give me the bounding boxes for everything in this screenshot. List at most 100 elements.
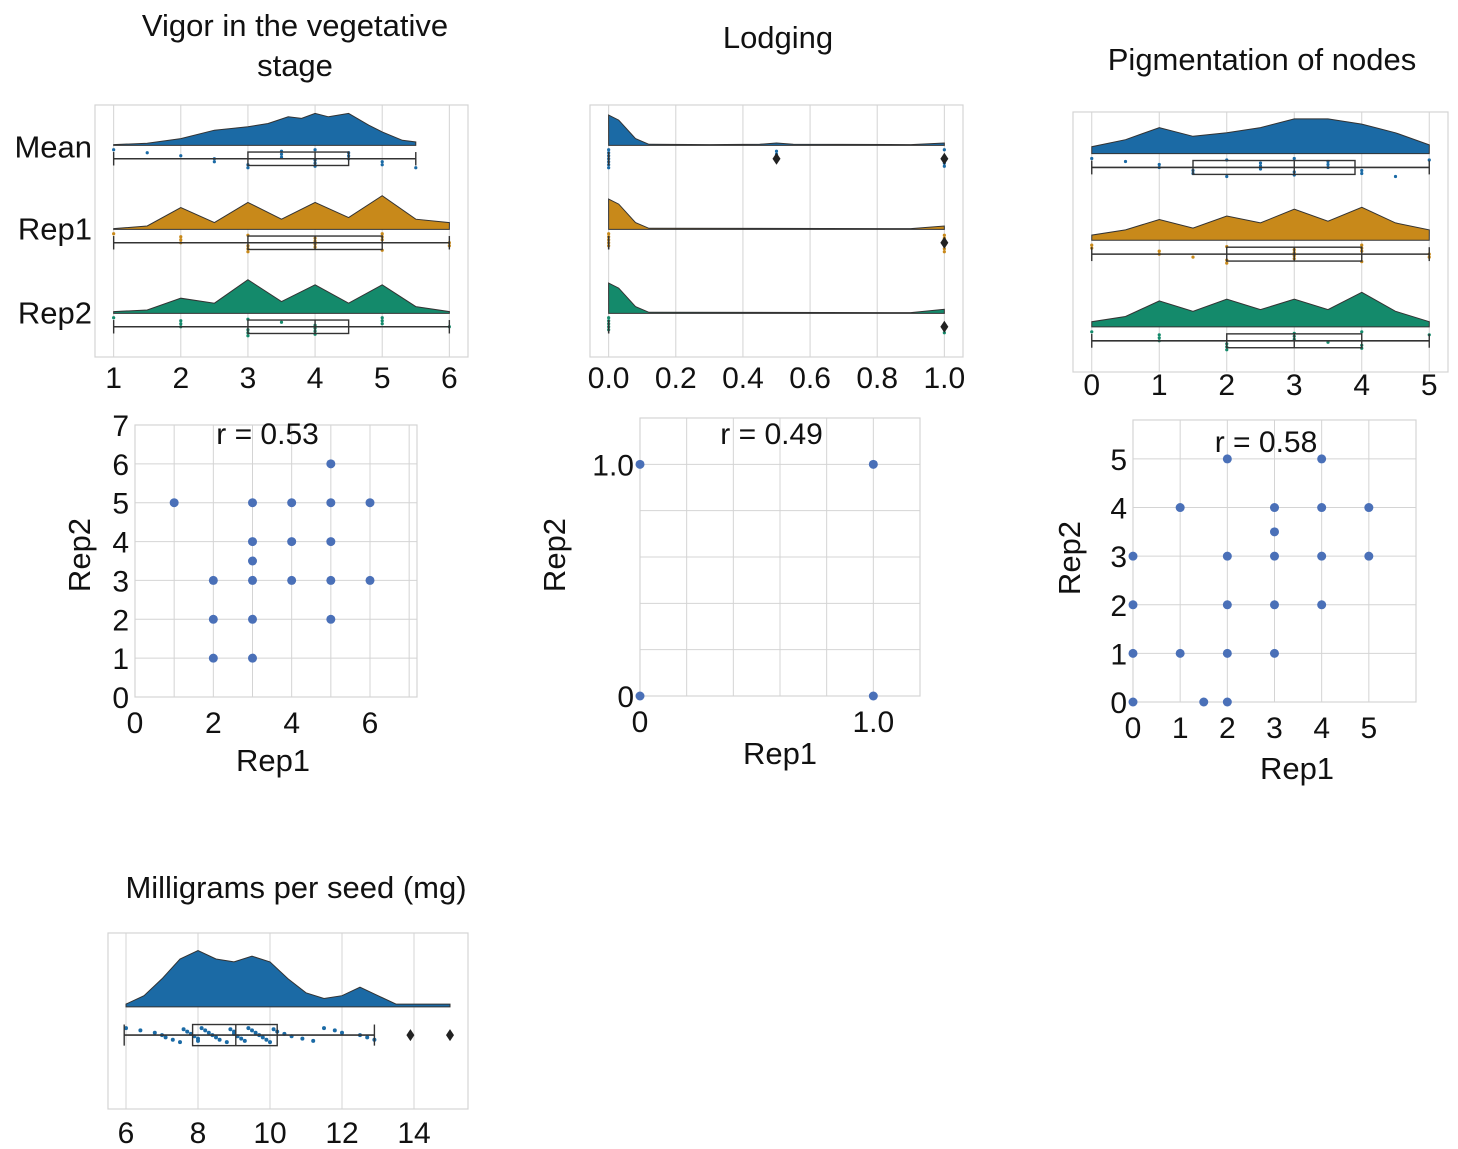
outlier-marker [940,236,949,249]
rain-point [332,1028,337,1033]
scatter-point [1270,503,1279,513]
rain-point [607,316,611,320]
x-tick-label: 1.0 [852,706,894,739]
scatter-point [208,653,218,663]
scatter-point [1364,503,1374,513]
rain-point [380,319,384,323]
chart-title: Lodging [723,20,833,55]
scatter-point [1317,503,1327,513]
rain-point [1258,161,1263,165]
rain-point [253,1030,258,1035]
box [1192,159,1356,176]
plot-frame [589,104,964,358]
rain-point [260,1035,265,1040]
chart-title: Vigor in the vegetative [142,8,448,43]
y-tick-label: 6 [112,449,129,482]
scatter-point [326,575,336,585]
x-tick-label: 1.0 [923,362,965,395]
scatter-point [1222,454,1232,464]
rain-point [607,148,611,152]
scatter-point [1175,503,1185,513]
density-mean [608,114,945,146]
y-tick-label: 1 [112,643,129,676]
outlier-marker [772,152,781,165]
x-tick-label: 4 [1313,712,1330,745]
rain-point [246,334,250,338]
rain-point [607,166,611,170]
rain-point [178,1040,182,1045]
scatter-point [248,498,257,508]
x-tick-label: 0.6 [789,362,831,395]
scatter-point [1175,648,1185,658]
x-tick-label: 14 [397,1117,430,1149]
category-label: Rep2 [18,295,92,330]
scatter-point [1222,551,1232,561]
x-tick-label: 0 [127,707,144,740]
box [191,1023,278,1047]
outlier-marker [446,1029,454,1042]
scatter-point [326,537,336,547]
rain-point [1225,174,1229,179]
rain-point [246,250,250,254]
scatter-point [248,556,257,566]
rain-point [206,1030,211,1035]
x-tick-label: 1 [1172,712,1189,745]
rain-point [380,163,384,167]
rain-point [300,1036,305,1041]
scatter-point [287,537,297,547]
chart-1: 0.0 0.2 0.4 0.6 0.8 1.0 Lodging [588,20,965,395]
rain-point [217,1037,222,1042]
rain-point [152,1030,157,1035]
rain-point [942,148,946,152]
x-tick-label: 0.4 [722,362,764,395]
scatter-point [208,575,218,585]
scatter-point [1128,648,1138,658]
scatter-point [868,459,878,469]
x-tick-label: 12 [325,1117,358,1149]
x-tick-label: 0.0 [588,362,630,395]
density-series [125,950,451,1008]
rain-point [179,238,183,242]
rain-point [124,1026,128,1031]
chart-2: 0 1 2 3 4 5 Pigmentation of nodes [1072,42,1449,402]
scatter-point [287,498,297,508]
density-mean [1091,118,1430,155]
rain-point [224,1040,229,1045]
rain-point [239,1036,244,1041]
rain-point [1191,255,1195,259]
rain-point [1393,174,1398,179]
rain-point [942,233,946,237]
y-axis-label: Rep2 [1052,521,1087,595]
scatter-point [248,653,257,663]
x-tick-label: 2 [205,707,222,740]
rain-point [942,164,946,168]
rain-point [774,149,779,153]
rain-point [365,1035,370,1040]
scatter-point [1222,648,1232,658]
y-tick-label: 1 [1110,638,1127,671]
y-tick-label: 2 [112,604,129,637]
outlier-marker [406,1029,415,1042]
x-tick-label: 2 [172,362,189,395]
scatter-point [365,498,375,508]
x-tick-label: 2 [1219,712,1236,745]
scatter-point [1128,697,1138,707]
scatter-point [248,614,257,624]
rain-point [340,1030,344,1035]
correlation-annotation: r = 0.53 [216,418,319,451]
rain-point [145,151,149,155]
y-axis-label: Rep2 [537,518,572,592]
rain-point [179,322,183,326]
x-tick-label: 0.2 [655,362,697,395]
x-tick-label: 10 [253,1117,286,1149]
rain-point [242,1038,247,1043]
rain-point [1292,156,1296,161]
plot-frame [1072,111,1449,373]
scatter-point [1128,600,1138,610]
outlier-marker [940,320,949,333]
scatter-point [868,691,878,701]
chart-title: Milligrams per seed (mg) [125,870,466,905]
y-tick-label: 3 [1110,541,1127,574]
rain-point [311,1038,316,1043]
rain-point [1090,330,1094,334]
